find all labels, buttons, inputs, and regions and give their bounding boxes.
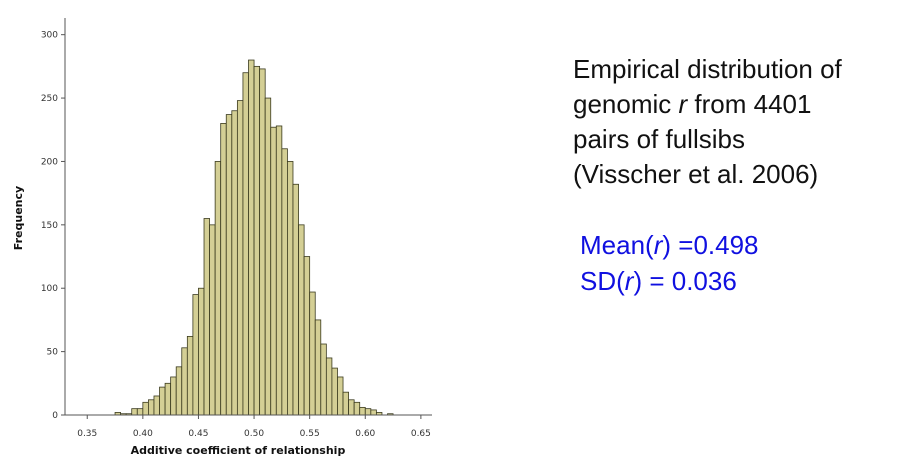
histogram-bar — [148, 399, 155, 416]
histogram-bar — [136, 408, 144, 416]
histogram-bar — [248, 59, 255, 416]
sd-line: SD(r) = 0.036 — [580, 263, 759, 299]
histogram-bar — [264, 97, 272, 416]
histogram-bar — [359, 406, 366, 416]
y-tick-label: 200 — [41, 157, 58, 167]
histogram-bar — [270, 126, 277, 416]
y-tick-label: 150 — [41, 221, 58, 231]
histogram-bar — [131, 408, 138, 416]
histogram-bar — [209, 224, 216, 416]
caption-variable-r: r — [678, 89, 688, 119]
histogram-bar — [370, 409, 377, 416]
histogram-bar — [186, 335, 194, 416]
histogram-bar — [320, 343, 327, 416]
x-tick-label: 0.50 — [244, 429, 264, 439]
histogram-bar — [314, 319, 322, 416]
histogram-bar — [309, 291, 316, 416]
y-tick-label: 50 — [47, 348, 59, 358]
histogram-bar — [181, 347, 188, 416]
caption-line-2-start: genomic — [573, 89, 679, 119]
mean-label-start: Mean( — [580, 230, 654, 260]
y-tick-label: 300 — [41, 31, 58, 41]
histogram-bar — [364, 408, 372, 416]
sd-label-start: SD( — [580, 266, 625, 296]
sd-value: ) = 0.036 — [633, 266, 737, 296]
y-axis-label: Frequency — [12, 186, 25, 250]
x-tick-label: 0.40 — [133, 429, 153, 439]
histogram-bar — [353, 401, 361, 416]
histogram-bar — [253, 65, 261, 416]
statistics-text: Mean(r) =0.498 SD(r) = 0.036 — [580, 227, 759, 299]
histogram-bar — [192, 294, 199, 416]
histogram-bar — [236, 100, 244, 416]
x-tick-label: 0.55 — [300, 429, 320, 439]
histogram-bar — [348, 399, 355, 416]
caption-line-4: (Visscher et al. 2006) — [573, 159, 819, 189]
x-tick-label: 0.60 — [355, 429, 375, 439]
x-tick-label: 0.35 — [77, 429, 97, 439]
x-tick-label: 0.45 — [188, 429, 208, 439]
histogram-bar — [287, 161, 294, 416]
bars-group — [114, 59, 394, 416]
y-ticks: 0 50 100 150 200 250 300 — [41, 31, 65, 421]
mean-variable-r: r — [653, 230, 663, 260]
histogram-bar — [303, 256, 311, 416]
histogram-bar — [198, 287, 205, 416]
caption-line-2-end: from 4401 — [687, 89, 812, 119]
histogram-bar — [275, 125, 283, 416]
caption-text: Empirical distribution of genomic r from… — [573, 52, 842, 192]
x-ticks: 0.35 0.40 0.45 0.50 0.55 0.60 0.65 — [77, 415, 431, 439]
histogram-bar — [298, 224, 305, 416]
histogram-bar — [214, 161, 222, 416]
histogram-bar — [142, 401, 149, 416]
histogram-bar — [164, 382, 172, 416]
x-axis-label: Additive coefficient of relationship — [131, 444, 346, 457]
sd-variable-r: r — [624, 266, 634, 296]
histogram-bar — [203, 218, 210, 416]
mean-value: ) =0.498 — [662, 230, 759, 260]
histogram-bar — [225, 114, 233, 416]
histogram-bar — [220, 123, 227, 416]
histogram-bar — [292, 183, 299, 416]
caption-line-1: Empirical distribution of — [573, 54, 842, 84]
x-tick-label: 0.65 — [411, 429, 431, 439]
histogram-bar — [259, 68, 266, 416]
histogram-bar — [170, 376, 177, 416]
histogram-bar — [325, 357, 333, 416]
caption-line-3: pairs of fullsibs — [573, 124, 745, 154]
histogram-bar — [159, 386, 166, 416]
histogram-bar — [231, 110, 238, 416]
histogram-bar — [281, 148, 288, 416]
y-tick-label: 0 — [52, 411, 58, 421]
y-tick-label: 100 — [41, 284, 58, 294]
histogram-bar — [153, 395, 160, 416]
histogram-bar — [331, 367, 338, 416]
histogram-bar — [242, 72, 249, 416]
histogram-bar — [175, 366, 183, 416]
histogram-bar — [337, 376, 344, 416]
histogram-bar — [342, 391, 349, 416]
caption-line-2: genomic r from 4401 — [573, 87, 842, 122]
mean-line: Mean(r) =0.498 — [580, 227, 759, 263]
y-tick-label: 250 — [41, 94, 58, 104]
